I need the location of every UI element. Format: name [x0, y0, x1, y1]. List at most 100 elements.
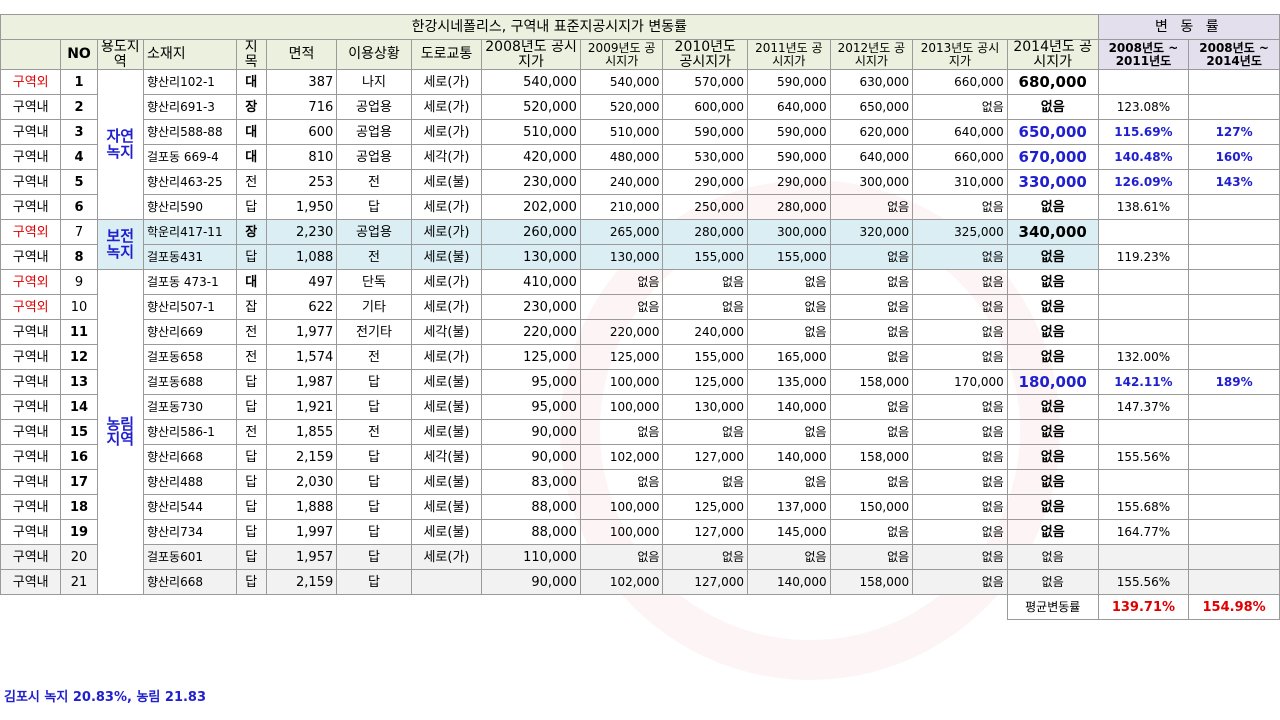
cell-rate1 [1097, 69, 1190, 96]
cell-y2014: 없음 [1006, 194, 1099, 221]
cell-rate1 [1097, 219, 1190, 246]
cell-y2008: 90,000 [481, 419, 581, 446]
cell-y2012: 없음 [829, 244, 914, 271]
cell-use: 공업용 [336, 119, 412, 146]
cell-y2011: 300,000 [747, 219, 831, 246]
cell-y2009: 100,000 [579, 369, 664, 396]
cell-y2013: 없음 [912, 244, 1008, 271]
table-row: 구역내 2 향산리691-3 장 716 공업용 세로(가) 520,000 520,000 60… [0, 94, 1280, 121]
cell-division: 구역내 [0, 469, 62, 496]
cell-y2009: 없음 [579, 469, 664, 496]
header-2008: 2008년도 공시지가 [481, 38, 581, 71]
cell-loc: 향산리668 [142, 569, 237, 596]
cell-rate2 [1188, 469, 1280, 496]
cell-loc: 향산리734 [142, 519, 237, 546]
cell-y2013: 660,000 [912, 69, 1008, 96]
cell-rate1: 123.08% [1097, 94, 1190, 121]
cell-y2009: 520,000 [579, 94, 664, 121]
cell-rate1 [1097, 269, 1190, 296]
table-row: 구역내 18 향산리544 답 1,888 답 세로(불) 88,000 100,000 125,… [0, 494, 1280, 521]
cell-rate1: 126.09% [1097, 169, 1190, 196]
cell-y2011: 590,000 [747, 69, 831, 96]
cell-type: 장 [235, 219, 267, 246]
cell-no: 18 [60, 494, 98, 521]
cell-y2011: 135,000 [747, 369, 831, 396]
cell-y2014: 330,000 [1006, 169, 1099, 196]
cell-rate2 [1188, 494, 1280, 521]
cell-y2008: 510,000 [481, 119, 581, 146]
cell-y2013: 없음 [912, 94, 1008, 121]
cell-loc: 향산리463-25 [142, 169, 237, 196]
average-row: 평균변동률 139.71% 154.98% [1, 594, 1280, 621]
cell-rate2 [1188, 444, 1280, 471]
cell-rate1: 155.68% [1097, 494, 1190, 521]
cell-loc: 향산리488 [142, 469, 237, 496]
cell-y2010: 155,000 [662, 344, 749, 371]
cell-y2011: 590,000 [747, 144, 831, 171]
cell-y2009: 없음 [579, 294, 664, 321]
cell-type: 전 [235, 169, 267, 196]
cell-loc: 걸포동730 [142, 394, 237, 421]
cell-area: 1,574 [265, 344, 338, 371]
cell-y2012: 650,000 [829, 94, 914, 121]
cell-division: 구역내 [0, 344, 62, 371]
cell-division: 구역내 [0, 444, 62, 471]
table-row: 구역내 14 걸포동730 답 1,921 답 세로(불) 95,000 100,000 130,… [0, 394, 1280, 421]
cell-road: 세로(불) [410, 369, 483, 396]
cell-type: 대 [235, 269, 267, 296]
cell-y2009: 없음 [579, 544, 664, 571]
cell-road: 세각(불) [410, 444, 483, 471]
header-area: 면적 [265, 38, 338, 71]
cell-y2014: 680,000 [1006, 69, 1099, 96]
cell-division: 구역내 [0, 544, 62, 571]
cell-y2011: 155,000 [747, 244, 831, 271]
cell-type: 답 [235, 569, 267, 596]
cell-y2013: 없음 [912, 469, 1008, 496]
cell-y2013: 660,000 [912, 144, 1008, 171]
cell-no: 1 [60, 69, 98, 96]
cell-area: 600 [265, 119, 338, 146]
cell-y2014: 없음 [1006, 419, 1099, 446]
cell-y2008: 230,000 [481, 169, 581, 196]
cell-y2009: 240,000 [579, 169, 664, 196]
cell-loc: 걸포동 669-4 [142, 144, 237, 171]
cell-y2010: 240,000 [662, 319, 749, 346]
cell-y2013: 없음 [912, 294, 1008, 321]
cell-type: 대 [235, 144, 267, 171]
land-price-table: 한강시네폴리스, 구역내 표준지공시지가 변동률 변 동 률 NO 용도지역 소… [0, 14, 1280, 621]
cell-area: 2,159 [265, 444, 338, 471]
cell-y2008: 130,000 [481, 244, 581, 271]
cell-road: 세로(불) [410, 519, 483, 546]
cell-road: 세로(불) [410, 169, 483, 196]
cell-road: 세로(가) [410, 219, 483, 246]
table-row: 구역외 9 농림지역 걸포동 473-1 대 497 단독 세로(가) 410,000 없음 없음 없… [0, 269, 1280, 596]
cell-type: 잡 [235, 294, 267, 321]
header-usage: 이용상황 [336, 38, 412, 71]
cell-rate1 [1097, 469, 1190, 496]
cell-y2014: 없음 [1006, 344, 1099, 371]
cell-rate2: 127% [1188, 119, 1280, 146]
cell-road: 세로(불) [410, 244, 483, 271]
cell-rate2 [1188, 519, 1280, 546]
average-rate-2008-2011: 139.71% [1097, 594, 1190, 621]
cell-y2013: 640,000 [912, 119, 1008, 146]
cell-area: 2,159 [265, 569, 338, 596]
table-row: 구역내 8 걸포동431 답 1,088 전 세로(불) 130,000 130,000 155,… [0, 244, 1280, 271]
cell-y2009: 100,000 [579, 494, 664, 521]
cell-y2009: 265,000 [579, 219, 664, 246]
table-row: 구역내 3 향산리588-88 대 600 공업용 세로(가) 510,000 510,000 5… [0, 119, 1280, 146]
table-row: 구역내 11 향산리669 전 1,977 전기타 세각(불) 220,000 220,000 2… [0, 319, 1280, 346]
cell-y2008: 125,000 [481, 344, 581, 371]
cell-type: 답 [235, 444, 267, 471]
cell-y2010: 없음 [662, 419, 749, 446]
cell-y2014: 없음 [1006, 294, 1099, 321]
cell-y2014: 없음 [1006, 494, 1099, 521]
table-row: 구역내 20 걸포동601 답 1,957 답 세로(가) 110,000 없음 없음 없음 없음 없음… [0, 544, 1280, 571]
cell-y2011: 640,000 [747, 94, 831, 121]
header-2009: 2009년도 공시지가 [579, 38, 664, 71]
cell-y2014: 없음 [1006, 269, 1099, 296]
cell-y2013: 없음 [912, 569, 1008, 596]
cell-rate2 [1188, 294, 1280, 321]
cell-area: 810 [265, 144, 338, 171]
header-zone: 용도지역 [96, 38, 144, 71]
